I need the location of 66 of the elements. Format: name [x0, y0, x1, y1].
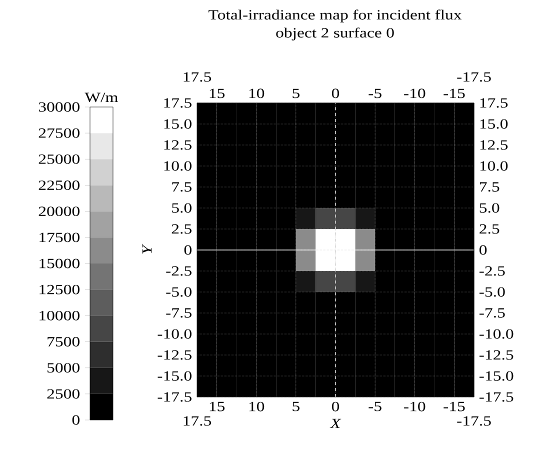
color-bar-label: 22500 — [38, 180, 80, 190]
chart-subtitle: object 2 surface 0 — [276, 28, 394, 40]
y-axis-title: Y — [142, 244, 152, 254]
y2-tick-label: 10.0 — [480, 161, 508, 171]
x2-tick-label: 5 — [292, 88, 300, 98]
color-bar-label: 20000 — [38, 206, 80, 216]
y2-tick-label: 0 — [480, 245, 487, 255]
x-tick-label: 5 — [292, 402, 300, 412]
color-bar-label: 30000 — [38, 102, 80, 112]
y-tick-label: -12.5 — [158, 350, 192, 360]
color-bar-label: 25000 — [38, 154, 80, 164]
x-tick-label: 15 — [210, 402, 225, 412]
color-bar-label: 5000 — [48, 363, 80, 373]
color-bar-label: 15000 — [40, 258, 80, 268]
color-bar-label: 0 — [72, 415, 80, 425]
y2-tick-label: -2.5 — [479, 266, 505, 276]
y-tick-label: -7.5 — [166, 308, 192, 318]
y-tick-label: -5.0 — [166, 287, 192, 297]
color-bar-label: 10000 — [40, 310, 80, 320]
x-tick-label: 10 — [249, 402, 264, 412]
chart-title: Total-irradiance map for incident flux — [208, 10, 462, 22]
color-bar-label: 2500 — [47, 389, 80, 399]
y2-tick-label: 17.5 — [480, 98, 508, 108]
text: 17.5 — [184, 72, 212, 82]
y2-tick-label: 12.5 — [480, 140, 508, 150]
y2-tick-label: -7.5 — [479, 308, 505, 318]
color-bar-label: 12500 — [40, 284, 80, 294]
y2-tick-label: 2.5 — [480, 224, 500, 234]
text: 17.5 — [184, 416, 212, 426]
y-tick-label: 10.0 — [164, 161, 192, 171]
y-tick-label: -2.5 — [166, 266, 192, 276]
color-bar-label: 27500 — [38, 128, 80, 138]
x-tick-label: -10 — [404, 402, 426, 412]
y2-tick-label: 7.5 — [480, 182, 500, 192]
x-axis-title: X — [330, 418, 342, 428]
x2-tick-label: -5 — [368, 88, 382, 98]
y2-tick-label: 15.0 — [480, 119, 508, 129]
color-bar-title: W/m — [84, 92, 118, 102]
x-tick-label: -5 — [368, 402, 382, 412]
y2-tick-label: -5.0 — [479, 287, 505, 297]
y-tick-label: 5.0 — [172, 203, 192, 213]
y-tick-label: -10.0 — [158, 329, 192, 339]
y-tick-label: 17.5 — [164, 98, 192, 108]
y2-tick-label: -12.5 — [479, 350, 514, 360]
y-tick-label: 0 — [184, 245, 192, 255]
y-tick-label: 12.5 — [164, 140, 192, 150]
y-tick-label: -15.0 — [158, 371, 192, 381]
y2-tick-label: -17.5 — [479, 392, 514, 402]
x2-tick-label: 0 — [332, 88, 340, 98]
y-tick-label: -17.5 — [158, 392, 192, 402]
color-bar-label: 7500 — [48, 337, 80, 346]
x2-tick-label: 10 — [249, 88, 264, 98]
x-tick-label: 0 — [332, 402, 340, 412]
y-tick-label: 15.0 — [164, 119, 192, 129]
y-tick-label: 7.5 — [172, 182, 192, 192]
x2-tick-label: -10 — [404, 88, 426, 98]
x2-tick-label: 15 — [210, 88, 225, 98]
x-tick-label: -15 — [444, 402, 465, 412]
text: -17.5 — [457, 416, 491, 426]
color-bar-label: 17500 — [40, 232, 80, 242]
y2-tick-label: 5.0 — [480, 203, 500, 213]
y-tick-label: 2.5 — [172, 224, 192, 234]
text: -17.5 — [457, 72, 491, 82]
y2-tick-label: -15.0 — [479, 371, 514, 381]
y2-tick-label: -10.0 — [479, 329, 514, 339]
x2-tick-label: -15 — [444, 88, 465, 98]
